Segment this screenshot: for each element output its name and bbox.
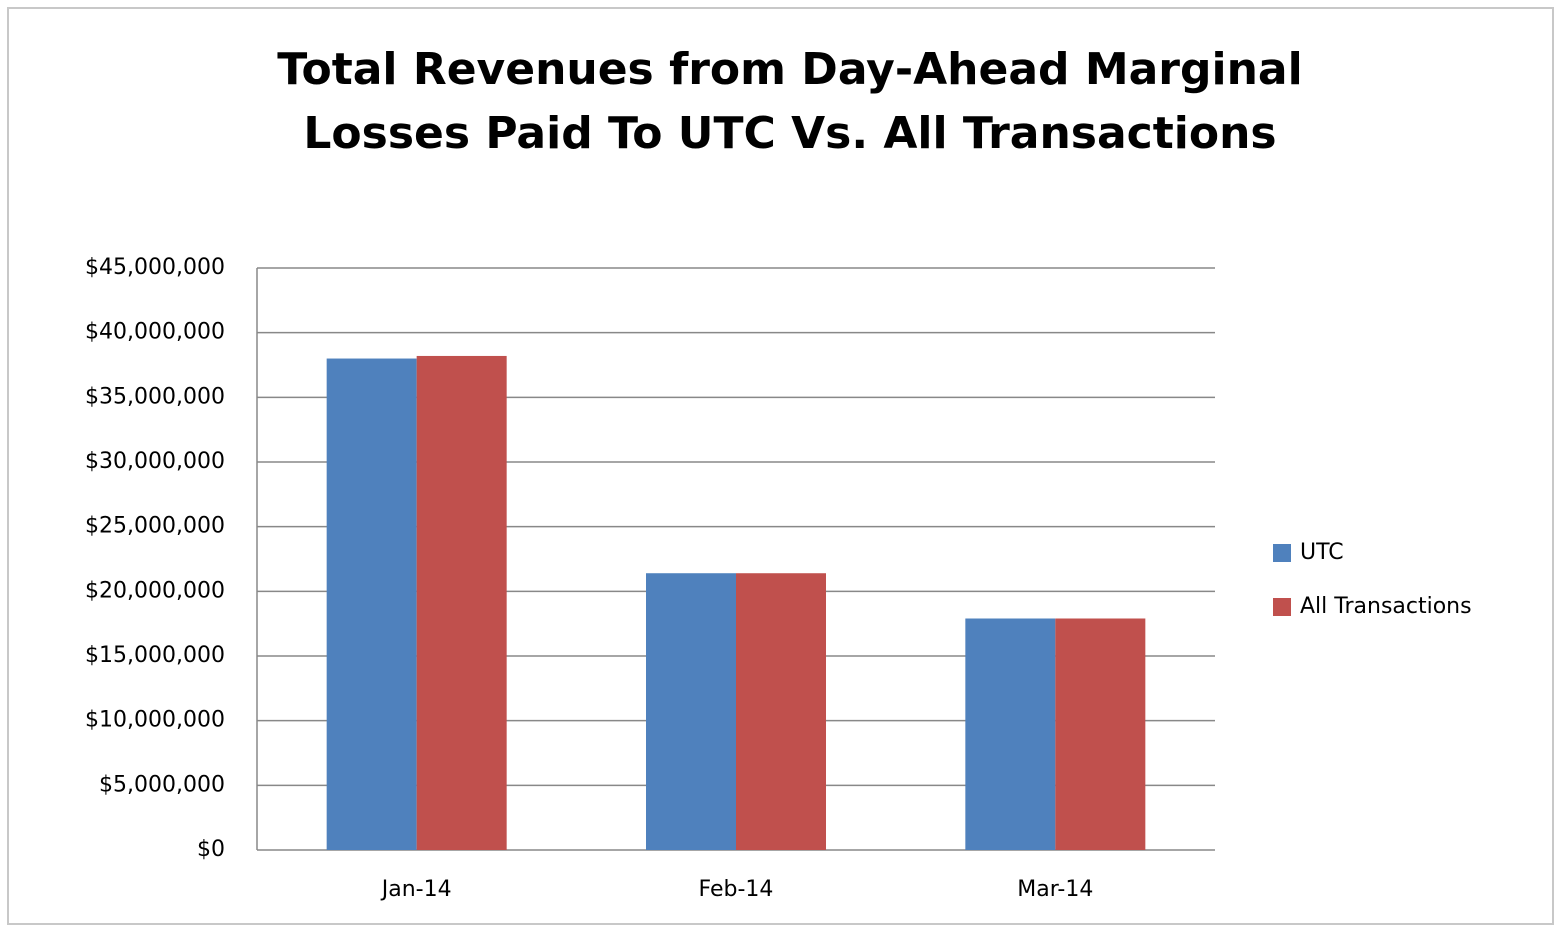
y-tick-label: $25,000,000 bbox=[85, 514, 225, 539]
y-tick-label: $35,000,000 bbox=[85, 384, 225, 409]
x-tick-label: Mar-14 bbox=[1017, 877, 1093, 902]
bar bbox=[646, 573, 736, 850]
y-tick-label: $30,000,000 bbox=[85, 449, 225, 474]
bar bbox=[1055, 618, 1146, 850]
x-tick-label: Feb-14 bbox=[699, 877, 774, 902]
y-tick-label: $5,000,000 bbox=[99, 772, 225, 797]
y-tick-label: $10,000,000 bbox=[85, 708, 225, 733]
y-tick-label: $15,000,000 bbox=[85, 643, 225, 668]
x-tick-label: Jan-14 bbox=[380, 877, 452, 902]
bar bbox=[736, 573, 826, 850]
bar bbox=[416, 355, 507, 850]
bar bbox=[326, 358, 417, 850]
y-tick-label: $0 bbox=[197, 837, 225, 862]
y-tick-label: $20,000,000 bbox=[85, 578, 225, 603]
legend-label: UTC bbox=[1300, 540, 1344, 565]
legend-swatch bbox=[1273, 544, 1291, 562]
y-tick-label: $45,000,000 bbox=[85, 255, 225, 280]
chart-title: Total Revenues from Day-Ahead Marginal L… bbox=[277, 44, 1303, 159]
y-tick-label: $40,000,000 bbox=[85, 320, 225, 345]
bar bbox=[965, 618, 1056, 850]
legend-label: All Transactions bbox=[1300, 594, 1472, 619]
legend-swatch bbox=[1273, 598, 1291, 616]
